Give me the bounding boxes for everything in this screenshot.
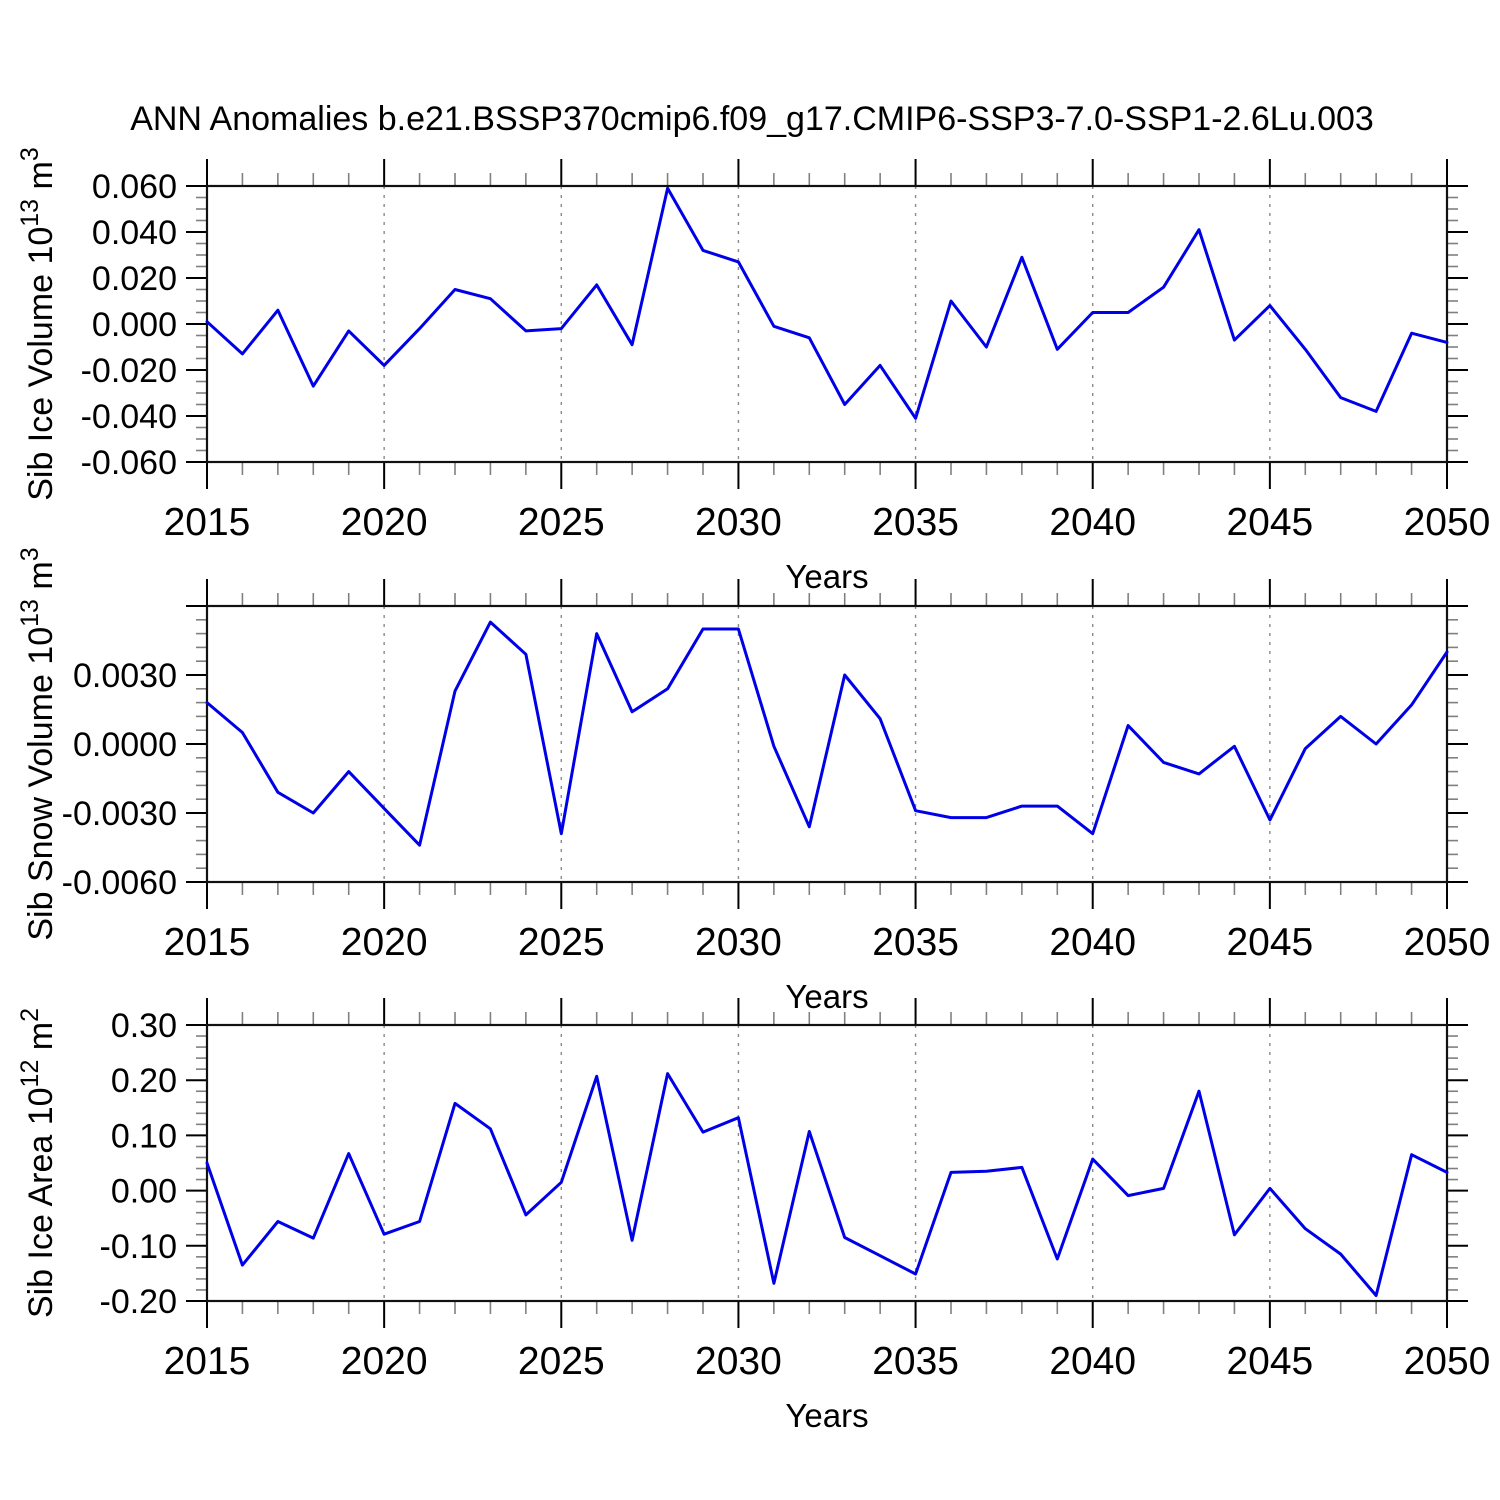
plot-frame bbox=[205, 604, 1449, 884]
x-tick-label: 2020 bbox=[341, 921, 428, 964]
x-tick-label: 2035 bbox=[872, 921, 959, 964]
x-tick-label: 2050 bbox=[1404, 501, 1491, 544]
figure-title: ANN Anomalies b.e21.BSSP370cmip6.f09_g17… bbox=[130, 100, 1374, 138]
sib-ice-volume-data-line bbox=[205, 186, 1449, 420]
y-tick-label: -0.040 bbox=[81, 398, 177, 436]
sib-ice-volume-chart: 0.060 0.040 0.020 0.000 -0.020 -0.040 -0.060 20… bbox=[16, 147, 1490, 595]
x-tick-label: 2040 bbox=[1049, 501, 1136, 544]
y-axis-title: Sib Ice Area 1012 m2 bbox=[16, 1008, 60, 1318]
x-tick-label: 2030 bbox=[695, 501, 782, 544]
y-tick-label: 0.060 bbox=[92, 168, 177, 206]
y-tick-label: -0.060 bbox=[81, 444, 177, 482]
x-tick-label: 2015 bbox=[164, 921, 251, 964]
y-tick-label: 0.0000 bbox=[73, 726, 177, 764]
x-tick-label: 2020 bbox=[341, 1340, 428, 1383]
sib-ice-area-data-line bbox=[205, 1072, 1449, 1297]
y-tick-label: -0.0030 bbox=[62, 795, 177, 833]
y-tick-label: -0.020 bbox=[81, 352, 177, 390]
y-tick-label: 0.20 bbox=[111, 1062, 177, 1100]
x-tick-label: 2025 bbox=[518, 501, 605, 544]
y-tick-label: 0.0030 bbox=[73, 657, 177, 695]
x-tick-label: 2045 bbox=[1226, 501, 1313, 544]
x-tick-label: 2035 bbox=[872, 501, 959, 544]
x-tick-label: 2045 bbox=[1226, 1340, 1313, 1383]
y-tick-label: 0.000 bbox=[92, 306, 177, 344]
x-tick-label: 2050 bbox=[1404, 1340, 1491, 1383]
x-tick-label: 2015 bbox=[164, 1340, 251, 1383]
x-tick-label: 2030 bbox=[695, 921, 782, 964]
x-tick-label: 2040 bbox=[1049, 1340, 1136, 1383]
x-tick-label: 2035 bbox=[872, 1340, 959, 1383]
sib-ice-area-chart: 0.30 0.20 0.10 0.00 -0.10 -0.20 2015 2020 2025 20… bbox=[16, 998, 1490, 1434]
y-tick-label: 0.00 bbox=[111, 1173, 177, 1211]
y-axis-title: Sib Ice Volume 1013 m3 bbox=[16, 147, 60, 501]
x-tick-label: 2025 bbox=[518, 921, 605, 964]
x-tick-label: 2020 bbox=[341, 501, 428, 544]
x-axis-title: Years bbox=[785, 1397, 868, 1434]
y-tick-label: -0.0060 bbox=[62, 864, 177, 902]
y-axis-title: Sib Snow Volume 1013 m3 bbox=[16, 547, 60, 940]
x-axis-title: Years bbox=[785, 978, 868, 1015]
y-tick-label: 0.020 bbox=[92, 260, 177, 298]
y-tick-label: -0.10 bbox=[100, 1228, 178, 1266]
plot-frame bbox=[205, 184, 1449, 464]
y-tick-label: 0.040 bbox=[92, 214, 177, 252]
sib-snow-volume-chart: 0.0030 0.0000 -0.0030 -0.0060 2015 2020 2025 20… bbox=[16, 547, 1490, 1015]
y-tick-label: 0.30 bbox=[111, 1007, 177, 1045]
x-axis-title: Years bbox=[785, 558, 868, 595]
y-tick-label: -0.20 bbox=[100, 1283, 178, 1321]
x-tick-label: 2030 bbox=[695, 1340, 782, 1383]
x-tick-label: 2040 bbox=[1049, 921, 1136, 964]
x-tick-label: 2015 bbox=[164, 501, 251, 544]
x-tick-label: 2050 bbox=[1404, 921, 1491, 964]
sib-snow-volume-data-line bbox=[205, 620, 1449, 847]
x-tick-label: 2025 bbox=[518, 1340, 605, 1383]
y-tick-label: 0.10 bbox=[111, 1117, 177, 1155]
plot-frame bbox=[205, 1023, 1449, 1303]
x-tick-label: 2045 bbox=[1226, 921, 1313, 964]
